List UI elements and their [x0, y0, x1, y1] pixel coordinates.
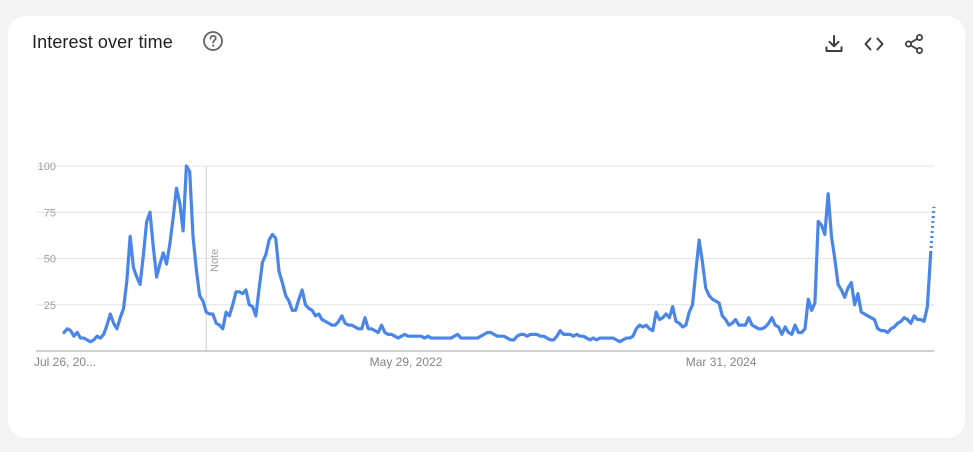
y-tick-label: 25 — [44, 300, 56, 312]
embed-code-icon[interactable] — [862, 32, 886, 56]
series-partial-segment — [929, 206, 936, 254]
x-tick-label: Mar 31, 2024 — [686, 355, 757, 369]
interest-over-time-card — [8, 16, 965, 438]
x-tick-label: May 29, 2022 — [370, 355, 443, 369]
y-tick-label: 100 — [38, 161, 56, 173]
help-circle-icon[interactable] — [202, 30, 224, 52]
chart-annotations: Note — [205, 166, 221, 351]
card-title: Interest over time — [32, 32, 173, 52]
chart-axes: 25 50 75 100 Jul 26, 20... May 29, 2022 Mar 31… — [34, 161, 934, 369]
y-tick-label: 75 — [44, 207, 56, 219]
download-icon[interactable] — [822, 32, 846, 56]
y-tick-label: 50 — [44, 254, 56, 266]
x-tick-label: Jul 26, 20... — [34, 355, 96, 369]
note-label: Note — [209, 249, 221, 272]
chart-gridlines — [36, 165, 934, 306]
share-icon[interactable] — [902, 32, 926, 56]
chart-series — [62, 164, 936, 344]
series-line — [62, 164, 933, 344]
